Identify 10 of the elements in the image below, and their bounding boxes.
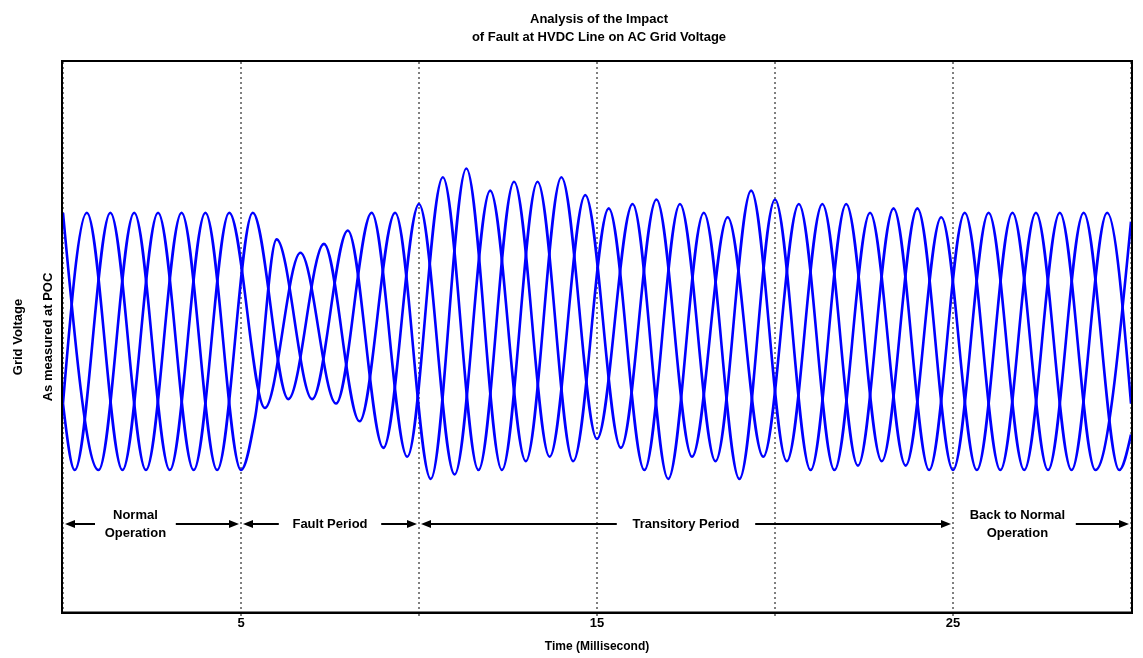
annotation: Transitory Period [632, 516, 740, 531]
chart-title: Analysis of the Impact of Fault at HVDC Line on AC Grid Voltage [470, 10, 728, 46]
annotation: Fault Period [292, 516, 368, 531]
x-axis-title: Time (Millisecond) [544, 639, 650, 653]
annotation: Back to Normal Operation [969, 507, 1066, 540]
x-tick-label: 15 [589, 615, 605, 631]
annotation: Normal Operation [104, 507, 167, 540]
x-tick-label: 5 [237, 615, 245, 631]
y-axis-title: Grid Voltage As measured at POC [9, 272, 56, 402]
x-tick-label: 25 [945, 615, 961, 631]
